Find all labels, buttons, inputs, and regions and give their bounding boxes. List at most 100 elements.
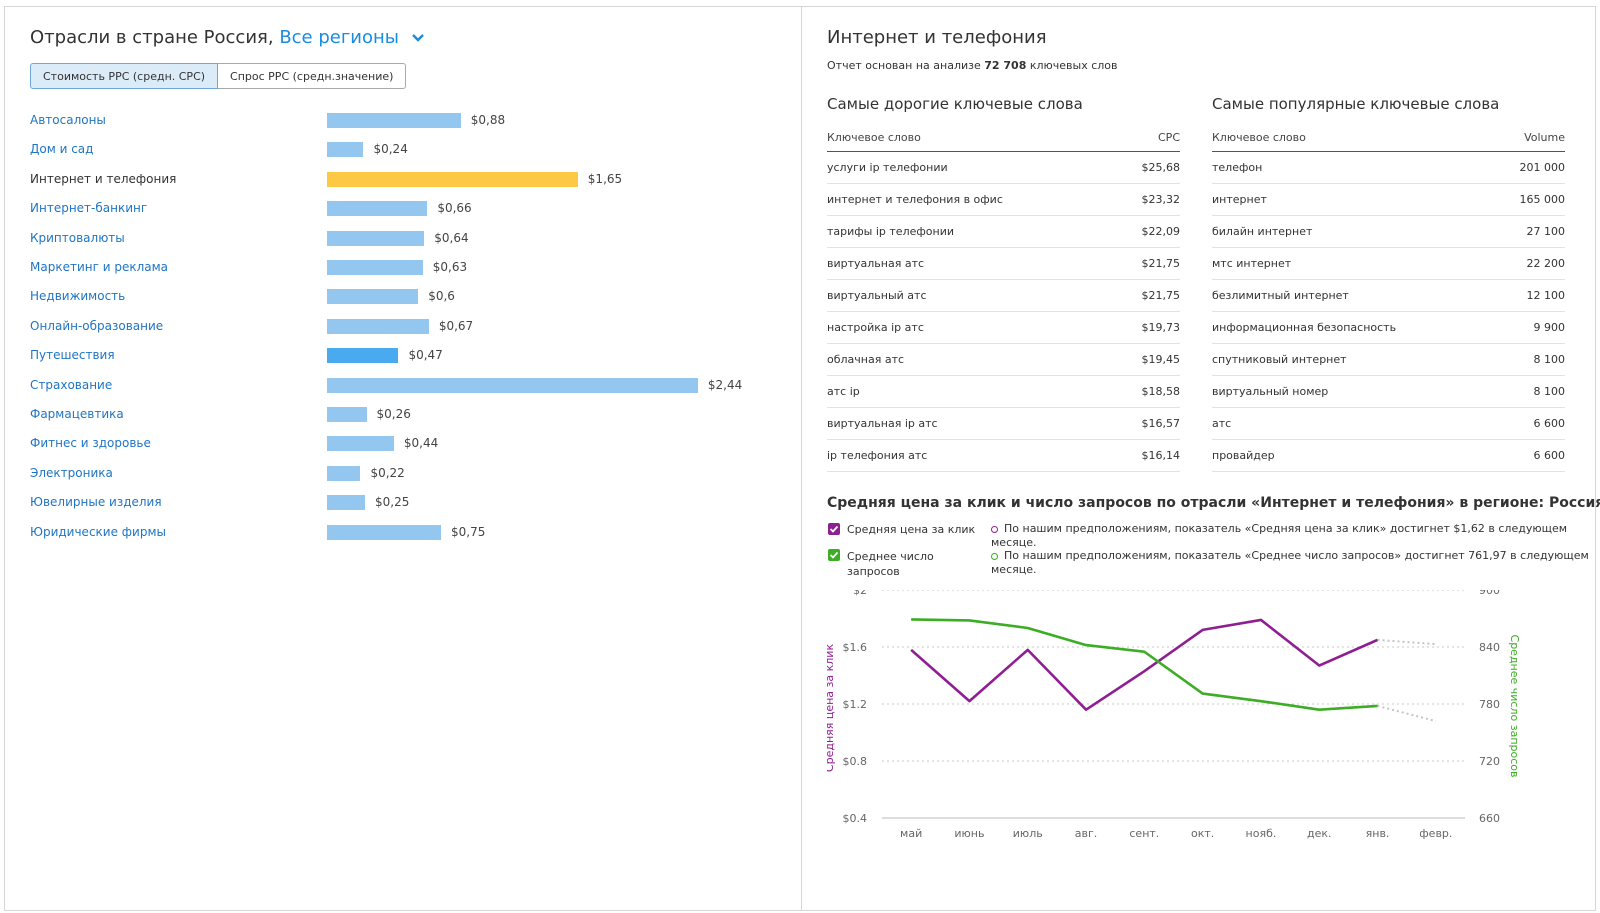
value-cell: 201 000 <box>1519 161 1566 174</box>
value-cell: $16,57 <box>1141 417 1181 430</box>
value-cell: $18,58 <box>1141 385 1181 398</box>
keyword-cell: ip телефония атс <box>827 449 928 462</box>
industry-row[interactable]: Фармацевтика $0,26 <box>30 400 770 430</box>
industry-row[interactable]: Онлайн-образование $0,67 <box>30 312 770 342</box>
industry-label[interactable]: Путешествия <box>30 348 115 363</box>
industry-label[interactable]: Юридические фирмы <box>30 524 166 539</box>
value-cell: 6 600 <box>1533 417 1566 430</box>
y-left-tick-label: $1.6 <box>843 641 868 654</box>
industry-row[interactable]: Интернет-банкинг $0,66 <box>30 194 770 224</box>
industry-bar-value: $0,63 <box>432 260 468 274</box>
y-right-tick-label: 900 <box>1479 590 1500 597</box>
industry-row[interactable]: Дом и сад $0,24 <box>30 135 770 165</box>
table-header: Ключевое слово CPC <box>827 124 1180 152</box>
industry-label[interactable]: Онлайн-образование <box>30 318 164 333</box>
cpc-checkbox[interactable] <box>828 523 840 535</box>
industry-bar[interactable] <box>327 142 364 158</box>
industry-row[interactable]: Недвижимость $0,6 <box>30 282 770 312</box>
industry-row[interactable]: Маркетинг и реклама $0,63 <box>30 253 770 283</box>
forecast-line <box>1377 638 1436 646</box>
industry-row[interactable]: Юридические фирмы $0,75 <box>30 518 770 548</box>
industry-label[interactable]: Ювелирные изделия <box>30 495 162 510</box>
table-row: виртуальный номер 8 100 <box>1212 376 1565 408</box>
industry-row[interactable]: Ювелирные изделия $0,25 <box>30 488 770 518</box>
industry-bar-value: $0,75 <box>451 524 486 539</box>
industry-label[interactable]: Страхование <box>30 377 113 392</box>
cpc-legend-label: Средняя цена за клик <box>847 523 976 536</box>
keyword-cell: провайдер <box>1212 449 1275 462</box>
industry-row[interactable]: Автосалоны $0,88 <box>30 106 770 136</box>
industry-label[interactable]: Фитнес и здоровье <box>30 436 151 451</box>
industries-title-text: Отрасли в стране Россия, <box>30 27 274 48</box>
report-subtitle: Отчет основан на анализе 72 708 ключевых… <box>827 59 1118 72</box>
keyword-cell: виртуальный номер <box>1212 385 1329 398</box>
industry-bar[interactable] <box>327 113 461 128</box>
industry-row[interactable]: Криптовалюты $0,64 <box>30 224 770 254</box>
industry-bar[interactable] <box>327 524 441 540</box>
y-left-tick-label: $0.8 <box>843 755 868 768</box>
industry-bar[interactable] <box>327 171 578 187</box>
table-row: телефон 201 000 <box>1212 152 1565 184</box>
keyword-cell: виртуальная ip атс <box>827 417 938 430</box>
y-left-tick-label: $0.4 <box>843 812 868 825</box>
industry-label[interactable]: Недвижимость <box>30 289 126 304</box>
tab-cpc[interactable]: Стоимость PPC (средн. CPC) <box>30 63 219 89</box>
table-row: ip телефония атс $16,14 <box>827 440 1180 472</box>
volume-note-line2: месяце. <box>991 563 1037 576</box>
industry-label[interactable]: Автосалоны <box>30 113 106 127</box>
industry-bar-value: $0,66 <box>437 201 472 216</box>
industry-title: Интернет и телефония <box>827 27 1047 48</box>
expensive-keywords-title: Самые дорогие ключевые слова <box>827 95 1083 113</box>
keyword-cell: интернет и телефония в офис <box>827 193 1003 206</box>
expensive-keywords-table: Ключевое слово CPC услуги ip телефонии $2… <box>827 124 1180 472</box>
y-left-tick-label: $1.2 <box>843 698 868 711</box>
industry-bar[interactable] <box>327 260 423 275</box>
table-row: виртуальная ip атс $16,57 <box>827 408 1180 440</box>
industry-label[interactable]: Криптовалюты <box>30 230 125 245</box>
volume-checkbox[interactable] <box>828 549 840 561</box>
panel-divider <box>801 6 802 911</box>
trend-chart-title: Средняя цена за клик и число запросов по… <box>827 495 1600 511</box>
region-dropdown[interactable]: Все регионы <box>279 27 424 48</box>
x-tick-label: май <box>900 827 922 840</box>
industry-bar[interactable] <box>327 318 429 334</box>
cpc-note-line2: месяце. <box>991 536 1037 549</box>
industry-label[interactable]: Интернет-банкинг <box>30 201 148 216</box>
industry-label[interactable]: Фармацевтика <box>30 407 124 421</box>
tab-volume[interactable]: Спрос PPC (средн.значение) <box>218 63 407 89</box>
industry-bar[interactable] <box>327 289 419 305</box>
value-cell: $21,75 <box>1141 289 1181 302</box>
industry-bar[interactable] <box>327 201 428 217</box>
table-row: услуги ip телефонии $25,68 <box>827 152 1180 184</box>
value-cell: $19,73 <box>1141 321 1181 334</box>
industry-label[interactable]: Дом и сад <box>30 142 94 157</box>
industry-bar[interactable] <box>327 407 367 422</box>
industry-bar[interactable] <box>327 348 399 364</box>
table-row: настройка ip атс $19,73 <box>827 312 1180 344</box>
industry-row[interactable]: Интернет и телефония $1,65 <box>30 165 770 195</box>
table-row: билайн интернет 27 100 <box>1212 216 1565 248</box>
x-tick-label: нояб. <box>1246 827 1277 840</box>
keyword-cell: билайн интернет <box>1212 225 1313 238</box>
industry-row[interactable]: Электроника $0,22 <box>30 459 770 489</box>
table-row: атс 6 600 <box>1212 408 1565 440</box>
keyword-cell: виртуальная атс <box>827 257 925 270</box>
industry-row[interactable]: Страхование $2,44 <box>30 371 770 401</box>
industry-bar[interactable] <box>327 436 394 452</box>
y-right-tick-label: 720 <box>1479 755 1500 768</box>
value-cell: $19,45 <box>1141 353 1181 366</box>
industry-bar[interactable] <box>327 230 425 246</box>
industry-label[interactable]: Маркетинг и реклама <box>30 260 168 274</box>
industry-bar-value: $2,44 <box>707 377 743 392</box>
industry-bar[interactable] <box>327 495 365 511</box>
col-keyword: Ключевое слово <box>1212 131 1306 144</box>
cpc-forecast-dot-icon <box>991 525 998 533</box>
industry-row[interactable]: Фитнес и здоровье $0,44 <box>30 429 770 459</box>
volume-legend-line2: запросов <box>847 565 900 578</box>
industry-label[interactable]: Электроника <box>30 465 113 480</box>
value-cell: $21,75 <box>1141 257 1181 270</box>
industry-row[interactable]: Путешествия $0,47 <box>30 341 770 371</box>
industry-bar[interactable] <box>327 465 361 481</box>
keyword-cell: виртуальный атс <box>827 289 927 302</box>
industry-bar[interactable] <box>327 377 698 393</box>
